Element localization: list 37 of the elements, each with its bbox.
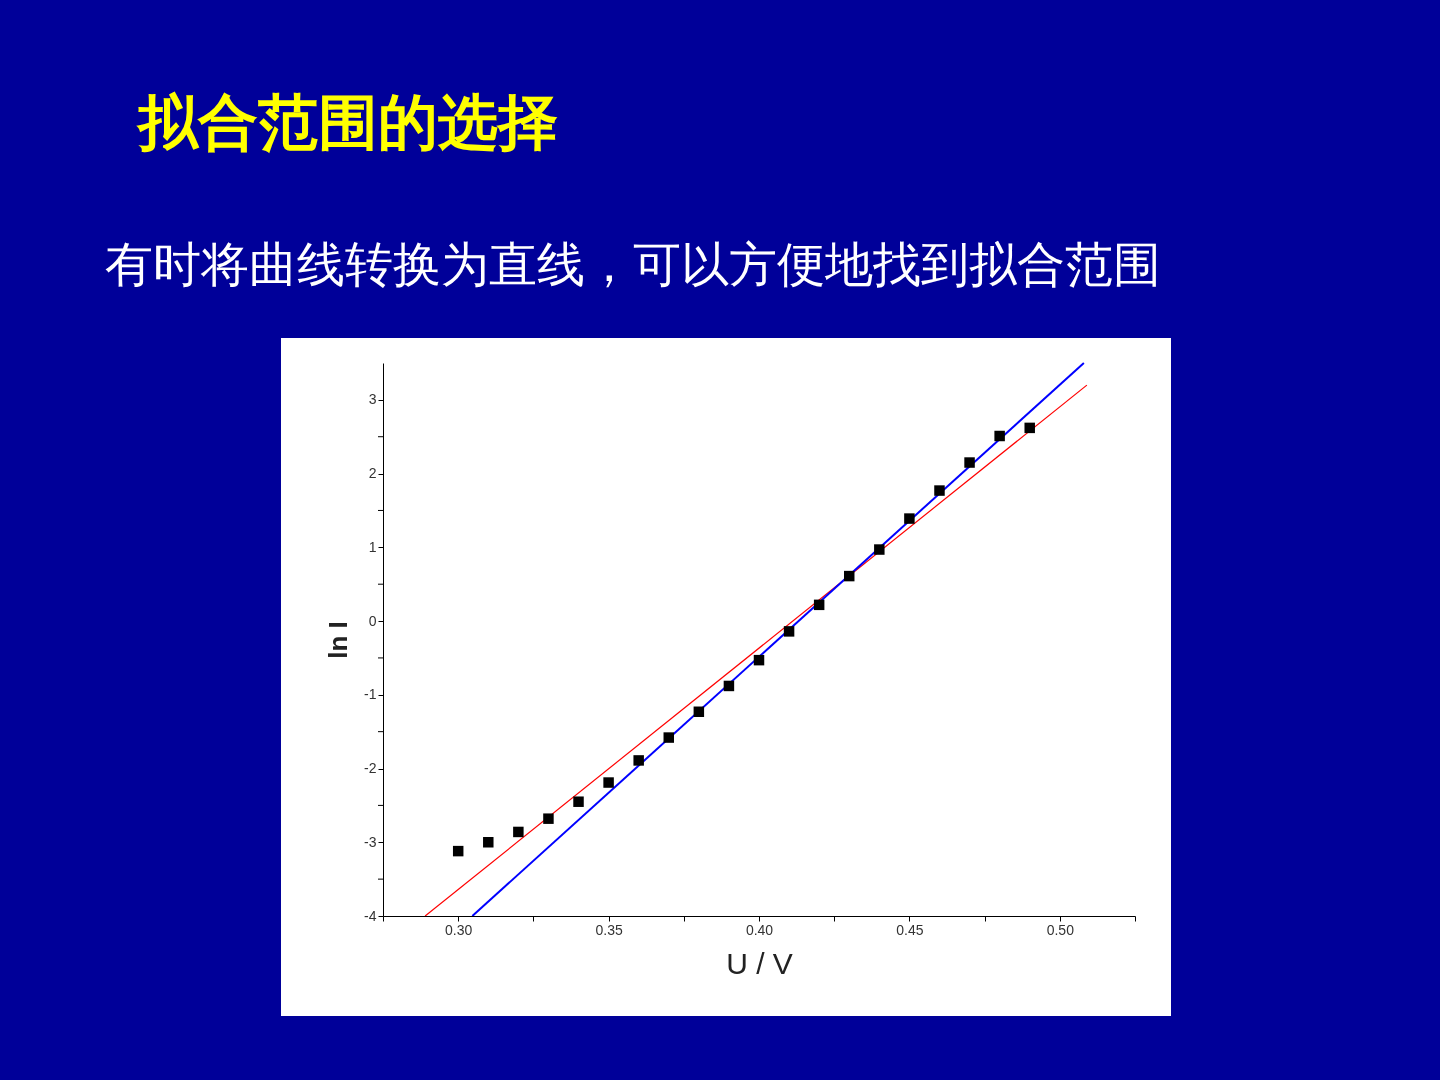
y-tick-label: 2 xyxy=(368,465,377,482)
x-tick-label: 0.40 xyxy=(745,921,774,938)
point xyxy=(573,796,584,807)
x-tick-label: 0.45 xyxy=(896,921,924,938)
point xyxy=(452,845,464,857)
point xyxy=(783,626,795,637)
point xyxy=(723,680,735,692)
chart-title: 拟合范围的选择 xyxy=(136,89,558,156)
y-axis-title: ln I xyxy=(323,621,354,659)
y-tick-label: -1 xyxy=(364,686,377,703)
point xyxy=(994,430,1005,442)
y-tick-label: -3 xyxy=(364,833,377,850)
point xyxy=(934,485,945,496)
y-tick-label: 3 xyxy=(368,391,377,408)
y-tick-label: 1 xyxy=(368,538,377,555)
chart-subtitle: 有时将曲线转换为直线，可以方便地找到拟合范围 xyxy=(105,238,1161,291)
point xyxy=(483,837,494,848)
point xyxy=(663,732,674,743)
point xyxy=(874,544,885,555)
y-tick-label: 0 xyxy=(368,612,377,629)
point xyxy=(753,654,765,666)
point xyxy=(513,826,524,838)
point xyxy=(693,706,705,717)
x-tick-label: 0.50 xyxy=(1046,921,1075,938)
x-axis-title: U / V xyxy=(726,946,793,980)
x-tick-label: 0.35 xyxy=(595,921,623,938)
x-tick-label: 0.30 xyxy=(445,921,473,938)
y-tick-label: -2 xyxy=(364,760,377,777)
point xyxy=(543,813,554,824)
point xyxy=(813,599,825,611)
point xyxy=(964,457,975,468)
point xyxy=(1024,422,1035,434)
y-tick-label: -4 xyxy=(364,907,377,924)
point xyxy=(844,570,855,582)
point xyxy=(904,513,915,524)
point xyxy=(633,755,644,766)
point xyxy=(603,777,614,788)
